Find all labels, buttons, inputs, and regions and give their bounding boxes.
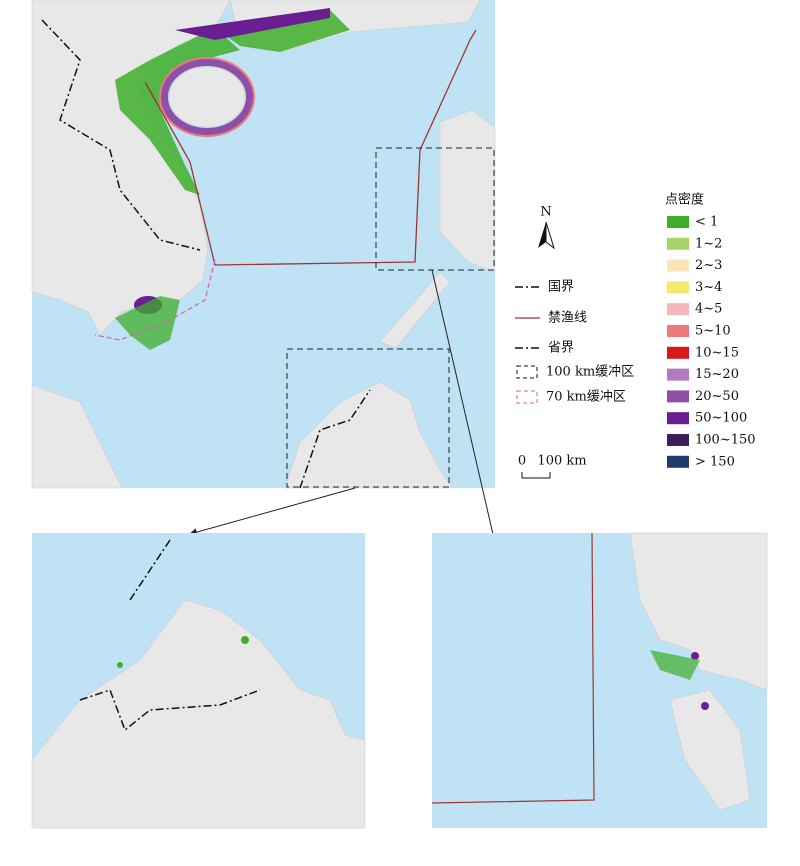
symbol-label: 禁渔线 (548, 311, 587, 326)
symbol-label: 70 km缓冲区 (546, 390, 626, 405)
legend-swatch (667, 237, 689, 250)
legend-swatch (667, 325, 689, 337)
legend-label: 2~3 (695, 258, 722, 273)
legend-label: 20~50 (695, 389, 739, 404)
legend-label: 50~100 (695, 411, 747, 426)
legend-swatch (667, 434, 689, 446)
legend-swatch (667, 390, 689, 403)
legend-label: > 150 (695, 454, 735, 469)
legend-label: 15~20 (695, 367, 739, 382)
legend-label: 1~2 (695, 236, 722, 251)
scale-end: 100 km (537, 454, 586, 469)
density-legend: < 1 1~2 2~3 3~4 4~5 5~10 10~15 15~20 20~50 50~100… (667, 215, 756, 469)
legend-swatch (667, 259, 689, 272)
legend-label: < 1 (695, 215, 718, 230)
inset-borneo (31, 533, 366, 829)
legend-swatch (667, 303, 689, 316)
main-map (31, 0, 498, 544)
inset-palawan (431, 532, 768, 828)
legend-label: 3~4 (695, 280, 722, 295)
scale-start: 0 (518, 454, 526, 469)
legend-label: 10~15 (695, 345, 739, 360)
legend-swatch (667, 346, 689, 359)
symbol-label: 省界 (548, 341, 574, 356)
legend-swatch (667, 216, 689, 228)
symbol-label: 国界 (548, 280, 574, 295)
symbol-legend: 国界 禁渔线 省界 100 km缓冲区 70 km缓冲区 (515, 280, 634, 405)
legend-swatch (667, 368, 689, 381)
symbol-label: 100 km缓冲区 (546, 365, 634, 380)
legend-label: 4~5 (695, 302, 722, 317)
legend-title: 点密度 (665, 192, 704, 208)
legend-swatch (667, 455, 689, 468)
legend-swatch (667, 281, 689, 294)
legend-swatch (667, 412, 689, 425)
legend-label: 5~10 (695, 324, 731, 339)
legend-label: 100~150 (695, 433, 756, 448)
north-label: N (540, 205, 551, 220)
